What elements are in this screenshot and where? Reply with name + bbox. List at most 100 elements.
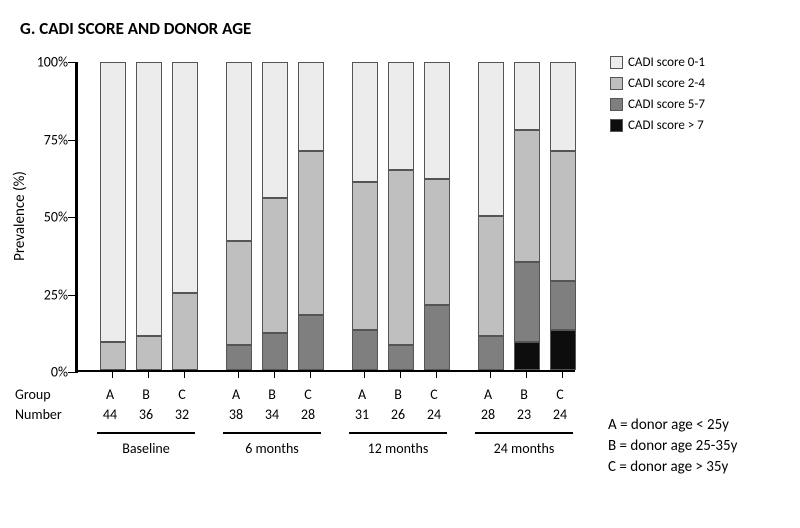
bar-segment bbox=[478, 216, 504, 336]
bar bbox=[388, 62, 414, 370]
group-key-line: A = donor age < 25y bbox=[608, 415, 737, 436]
n-label: 28 bbox=[475, 406, 501, 423]
bar-segment bbox=[514, 130, 540, 262]
bar-segment bbox=[172, 62, 198, 293]
y-tick-label: 0% bbox=[26, 364, 68, 381]
group-key: A = donor age < 25yB = donor age 25-35yC… bbox=[608, 415, 737, 478]
bar-segment bbox=[424, 305, 450, 370]
chart-area: Prevalence (%) 0%25%50%75%100% GroupNumb… bbox=[75, 62, 575, 372]
n-label: 36 bbox=[133, 406, 159, 423]
y-tick bbox=[68, 140, 78, 141]
bar-segment bbox=[550, 62, 576, 151]
bar bbox=[352, 62, 378, 370]
legend-item: CADI score 2-4 bbox=[610, 76, 705, 91]
legend-swatch bbox=[610, 56, 623, 69]
x-tick bbox=[364, 370, 365, 378]
n-label: 32 bbox=[169, 406, 195, 423]
bar bbox=[226, 62, 252, 370]
group-label: B bbox=[133, 386, 159, 403]
group-label: C bbox=[547, 386, 573, 403]
group-label: A bbox=[475, 386, 501, 403]
bar-segment bbox=[298, 151, 324, 314]
group-label: A bbox=[97, 386, 123, 403]
x-tick bbox=[310, 370, 311, 378]
legend: CADI score 0-1 CADI score 2-4 CADI score 5… bbox=[610, 55, 705, 139]
period-underline bbox=[223, 432, 321, 434]
y-tick bbox=[68, 62, 78, 63]
bar-segment bbox=[352, 330, 378, 370]
legend-swatch bbox=[610, 98, 623, 111]
row-label-group: Group bbox=[15, 386, 51, 403]
n-label: 24 bbox=[547, 406, 573, 423]
legend-label: CADI score 5-7 bbox=[628, 97, 705, 112]
x-tick bbox=[490, 370, 491, 378]
n-label: 31 bbox=[349, 406, 375, 423]
bar bbox=[550, 62, 576, 370]
bar-segment bbox=[514, 62, 540, 130]
bar-segment bbox=[388, 62, 414, 170]
period-underline bbox=[97, 432, 195, 434]
y-tick-label: 100% bbox=[26, 54, 68, 71]
x-tick bbox=[400, 370, 401, 378]
bar bbox=[172, 62, 198, 370]
bar-segment bbox=[262, 198, 288, 334]
bar-segment bbox=[226, 241, 252, 346]
n-label: 24 bbox=[421, 406, 447, 423]
group-key-line: B = donor age 25-35y bbox=[608, 436, 737, 457]
x-tick bbox=[436, 370, 437, 378]
bar-segment bbox=[478, 62, 504, 216]
legend-item: CADI score 5-7 bbox=[610, 97, 705, 112]
bar-segment bbox=[100, 342, 126, 370]
period-underline bbox=[475, 432, 573, 434]
bar-segment bbox=[388, 170, 414, 346]
legend-swatch bbox=[610, 77, 623, 90]
bar-segment bbox=[172, 293, 198, 370]
bar-segment bbox=[100, 62, 126, 342]
period-underline bbox=[349, 432, 447, 434]
n-label: 44 bbox=[97, 406, 123, 423]
x-tick bbox=[148, 370, 149, 378]
group-label: C bbox=[421, 386, 447, 403]
x-tick bbox=[184, 370, 185, 378]
y-tick bbox=[68, 295, 78, 296]
period-label: 24 months bbox=[475, 440, 573, 457]
bar bbox=[136, 62, 162, 370]
x-tick bbox=[238, 370, 239, 378]
period-label: 6 months bbox=[223, 440, 321, 457]
x-tick bbox=[112, 370, 113, 378]
bar-segment bbox=[136, 336, 162, 370]
bar bbox=[478, 62, 504, 370]
bar-segment bbox=[352, 62, 378, 182]
group-key-line: C = donor age > 35y bbox=[608, 457, 737, 478]
n-label: 23 bbox=[511, 406, 537, 423]
bar-segment bbox=[136, 62, 162, 336]
bar-segment bbox=[550, 330, 576, 370]
group-label: A bbox=[223, 386, 249, 403]
bar bbox=[514, 62, 540, 370]
row-label-number: Number bbox=[15, 406, 62, 423]
n-label: 26 bbox=[385, 406, 411, 423]
n-label: 34 bbox=[259, 406, 285, 423]
bar-segment bbox=[388, 345, 414, 370]
legend-label: CADI score 2-4 bbox=[628, 76, 705, 91]
y-tick-label: 75% bbox=[26, 131, 68, 148]
bar-segment bbox=[298, 315, 324, 370]
bar-segment bbox=[514, 342, 540, 370]
group-label: B bbox=[511, 386, 537, 403]
bar bbox=[100, 62, 126, 370]
y-tick-label: 25% bbox=[26, 286, 68, 303]
bar-segment bbox=[298, 62, 324, 151]
legend-label: CADI score 0-1 bbox=[628, 55, 705, 70]
x-tick bbox=[274, 370, 275, 378]
bar bbox=[262, 62, 288, 370]
bar-segment bbox=[550, 151, 576, 280]
x-tick bbox=[526, 370, 527, 378]
bar-segment bbox=[262, 333, 288, 370]
chart-title: G. CADI SCORE AND DONOR AGE bbox=[20, 18, 251, 39]
bar-segment bbox=[478, 336, 504, 370]
legend-item: CADI score 0-1 bbox=[610, 55, 705, 70]
bar-segment bbox=[262, 62, 288, 198]
y-tick-label: 50% bbox=[26, 209, 68, 226]
bar bbox=[298, 62, 324, 370]
n-label: 38 bbox=[223, 406, 249, 423]
